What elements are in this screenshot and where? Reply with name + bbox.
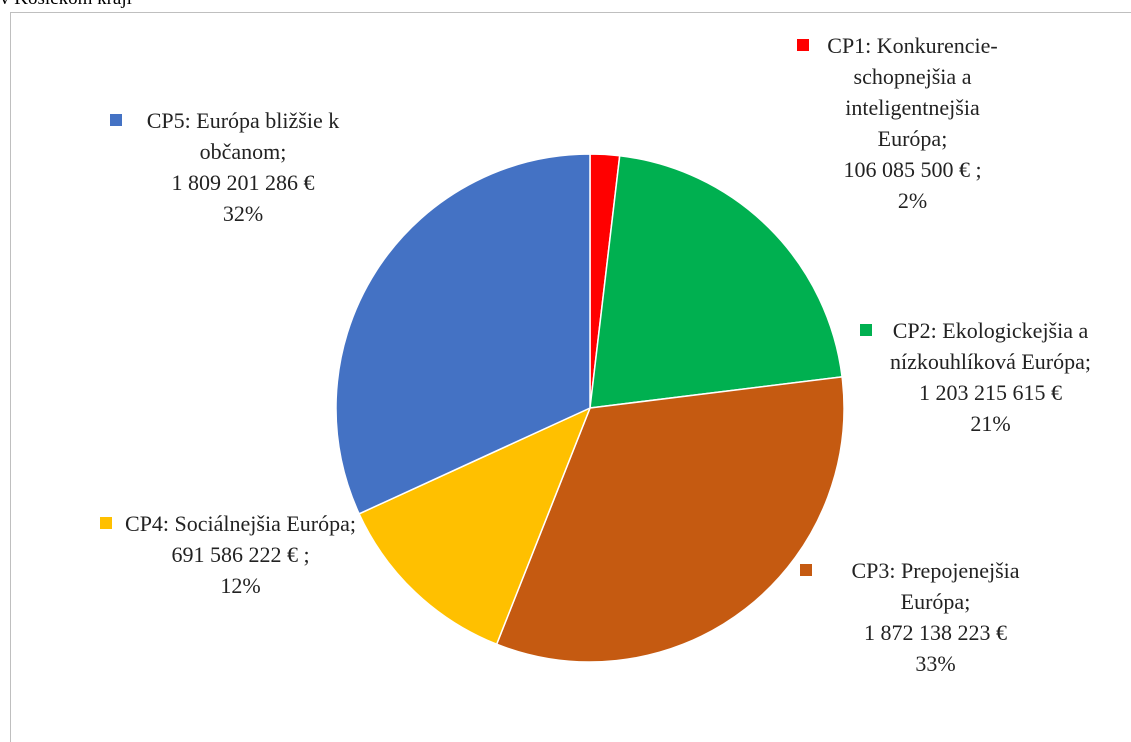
percent-label: 21% [970,411,1011,436]
category-label: CP5: Európa bližšie k občanom; [146,108,340,164]
percent-label: 33% [915,651,956,676]
percent-label: 32% [222,201,264,226]
percent-label: 2% [897,188,928,213]
percent-label: 12% [220,573,261,598]
pie-slice [589,154,843,409]
value-label: 106 085 500 € ; [843,157,982,182]
legend-marker [860,324,872,336]
legend-marker [110,114,122,126]
value-label: 1 872 138 223 € [864,620,1007,645]
legend-marker [800,564,812,576]
pie-slice [335,153,591,515]
data-label: CP5: Európa bližšie k občanom; 1 809 201 … [110,105,358,229]
category-label: CP1: Konkurencie-schopnejšia a inteligen… [827,33,998,151]
pie-slice [358,406,592,646]
data-label: CP2: Ekologickejšia a nízkouhlíková Euró… [860,315,1103,439]
category-label: CP3: Prepojenejšia Európa; [851,558,1020,614]
data-label: CP3: Prepojenejšia Európa; 1 872 138 223 … [800,555,1053,679]
pie-slice [495,375,845,663]
chart-title: v Košickom kraji [0,0,132,10]
legend-marker [100,517,112,529]
category-label: CP2: Ekologickejšia a nízkouhlíková Euró… [889,318,1091,374]
data-label: CP4: Sociálnejšia Európa; 691 586 222 € ;… [100,508,363,601]
value-label: 1 203 215 615 € [919,380,1062,405]
value-label: 1 809 201 286 € [171,170,315,195]
value-label: 691 586 222 € ; [171,542,310,567]
category-label: CP4: Sociálnejšia Európa; [125,511,356,536]
data-label: CP1: Konkurencie-schopnejšia a inteligen… [797,30,1010,216]
legend-marker [797,39,809,51]
chart-frame [10,12,1131,742]
